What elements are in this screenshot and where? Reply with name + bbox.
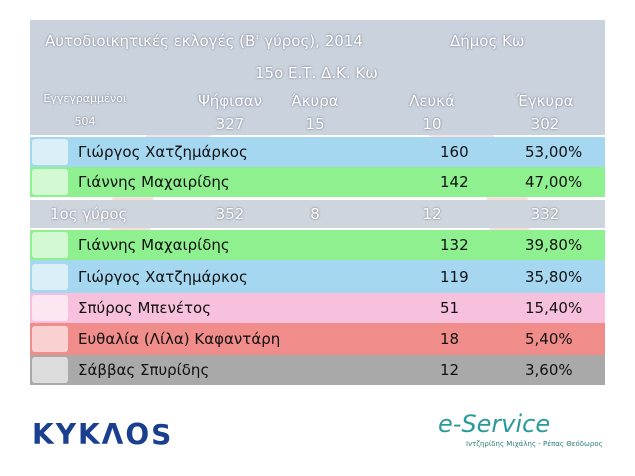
right-logo: e-Service [438,410,551,438]
summary-value: 10 [422,115,442,133]
candidate-row: Ευθαλία (Λίλα) Καφαντάρη 18 5,40% [30,323,605,355]
title: Αυτοδιοικητικές εκλογές (Β' γύρος), 2014 [45,32,363,50]
candidate-percent: 39,80% [525,236,583,254]
candidate-percent: 3,60% [525,361,573,379]
candidate-row: Γιώργος Χατζημάρκος 119 35,80% [30,260,605,293]
summary-label: Άκυρα [291,92,339,110]
candidate-name: Γιώργος Χατζημάρκος [78,143,248,161]
candidate-logo [32,139,68,165]
round1-value: 332 [530,205,560,223]
candidate-logo [32,295,68,321]
candidate-votes: 18 [440,330,460,348]
candidate-logo [32,263,68,290]
candidate-row: Γιώργος Χατζημάρκος 160 53,00% [30,137,605,167]
summary-label: Εγγεγραμμένοι [43,92,127,105]
candidate-percent: 15,40% [525,299,583,317]
candidate-name: Γιάννης Μαχαιρίδης [78,236,230,254]
round1-value: 12 [422,205,442,223]
candidate-name: Γιάννης Μαχαιρίδης [78,173,230,191]
header: Αυτοδιοικητικές εκλογές (Β' γύρος), 2014… [30,20,605,135]
summary-value: 302 [530,115,560,133]
candidate-votes: 132 [440,236,469,254]
candidate-logo [32,169,68,195]
round1-value: 352 [215,205,245,223]
summary-value: 327 [215,115,245,133]
candidate-row: Σάββας Σπυρίδης 12 3,60% [30,355,605,385]
candidate-logo [32,357,68,383]
candidate-row: Σπύρος Μπενέτος 51 15,40% [30,293,605,323]
station: 15ο Ε.Τ. Δ.Κ. Κω [255,64,378,82]
candidate-name: Ευθαλία (Λίλα) Καφαντάρη [78,330,281,348]
summary-label: Έγκυρα [516,92,574,110]
candidate-percent: 35,80% [525,267,583,286]
candidate-votes: 119 [440,267,469,286]
candidate-name: Σπύρος Μπενέτος [78,299,212,317]
candidate-percent: 47,00% [525,173,583,191]
candidate-logo [32,232,68,258]
candidate-votes: 142 [440,173,469,191]
place: Δήμος Κω [450,32,525,50]
round1-value: 8 [310,205,320,223]
round1-label: 1ος γύρος [50,205,128,223]
right-credit: Ιντζηρίδης Μιχάλης - Ρέπας Θεόδωρος [466,440,603,448]
summary-label: Ψήφισαν [197,92,263,110]
summary-label: Λευκά [409,92,455,110]
candidate-name: Γιώργος Χατζημάρκος [78,267,248,286]
left-logo: ΚΥΚΛΟS [32,418,174,451]
candidate-row: Γιάννης Μαχαιρίδης 132 39,80% [30,230,605,260]
candidate-votes: 51 [440,299,460,317]
candidate-percent: 5,40% [525,330,573,348]
candidate-votes: 160 [440,143,469,161]
candidate-name: Σάββας Σπυρίδης [78,361,210,379]
candidate-row: Γιάννης Μαχαιρίδης 142 47,00% [30,167,605,197]
candidate-votes: 12 [440,361,460,379]
summary-value: 504 [74,115,96,128]
candidate-percent: 53,00% [525,143,583,161]
candidate-logo [32,326,68,352]
round1-row: 1ος γύρος 352 8 12 332 [30,200,605,228]
summary-value: 15 [305,115,325,133]
